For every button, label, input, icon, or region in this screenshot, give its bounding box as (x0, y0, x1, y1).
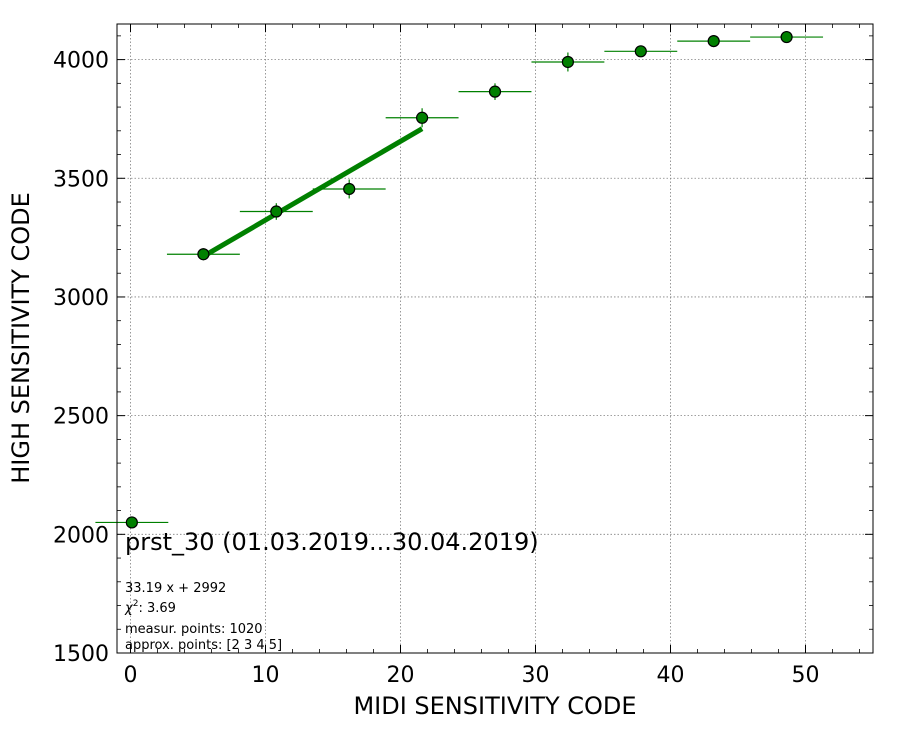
data-point (634, 45, 647, 58)
x-tick-label: 50 (792, 663, 820, 688)
x-tick-label: 20 (387, 663, 415, 688)
data-point (780, 30, 793, 44)
tick-labels: 0 10 20 30 40 50 1500 2000 2500 3000 3500 4000 (53, 49, 820, 688)
measured-points-annotation: measur. points: 1020 (125, 622, 263, 637)
chi2-value: : 3.69 (138, 601, 175, 616)
y-tick-label: 4000 (53, 49, 109, 74)
data-point (343, 182, 356, 196)
approx-points-annotation: approx. points: [2 3 4 5] (125, 638, 282, 653)
data-point-group (531, 52, 605, 72)
data-point (125, 516, 138, 529)
points-layer (95, 30, 824, 529)
period-annotation: prst_30 (01.03.2019...30.04.2019) (125, 528, 539, 556)
x-tick-label: 40 (657, 663, 685, 688)
annotations: prst_30 (01.03.2019...30.04.2019) 33.19 … (124, 528, 539, 653)
fit-equation-annotation: 33.19 x + 2992 (125, 581, 226, 596)
fit-line (202, 126, 424, 259)
data-point-group (677, 34, 751, 48)
data-point-group (604, 45, 678, 58)
y-axis-label: HIGH SENSITIVITY CODE (7, 192, 35, 484)
fit-layer (202, 126, 424, 259)
chi2-annotation: χ2: 3.69 (124, 599, 176, 616)
x-tick-label: 0 (124, 663, 138, 688)
data-point-group (458, 83, 532, 100)
data-point-group (239, 203, 313, 220)
y-tick-label: 3500 (53, 167, 109, 192)
plot-frame (116, 23, 874, 654)
data-point (197, 248, 210, 261)
data-point (488, 85, 502, 98)
y-tick-label: 2500 (53, 405, 109, 430)
y-tick-label: 3000 (53, 286, 109, 311)
data-point (561, 55, 575, 69)
data-point-group (312, 179, 386, 199)
grid (117, 24, 873, 654)
data-point-group (166, 248, 240, 261)
data-point-group (385, 108, 459, 128)
x-tick-label: 10 (252, 663, 280, 688)
x-axis-label: MIDI SENSITIVITY CODE (353, 692, 636, 720)
data-point-group (750, 30, 824, 44)
data-point (416, 111, 429, 124)
data-point (707, 34, 720, 48)
x-tick-label: 30 (522, 663, 550, 688)
y-tick-label: 1500 (53, 642, 109, 667)
data-point (270, 205, 283, 218)
y-tick-label: 2000 (53, 523, 109, 548)
ticks (117, 24, 873, 654)
data-point-group (95, 516, 169, 529)
